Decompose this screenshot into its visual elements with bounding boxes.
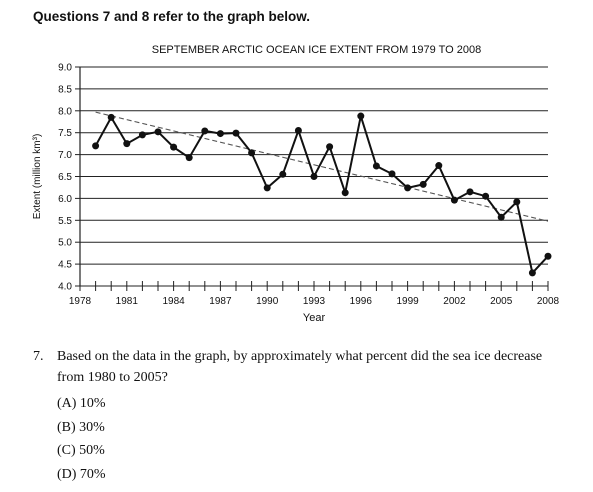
choice-c[interactable]: (C) 50% <box>57 443 105 458</box>
question-number: 7. <box>33 349 44 364</box>
data-point <box>544 252 552 260</box>
choice-a[interactable]: (A) 10% <box>57 396 106 411</box>
data-point <box>138 131 146 139</box>
y-tick-label: 6.0 <box>58 194 72 205</box>
series-line <box>94 115 549 275</box>
question-7: 7. Based on the data in the graph, by ap… <box>33 346 563 388</box>
chart-title: SEPTEMBER ARCTIC OCEAN ICE EXTENT FROM 1… <box>151 44 482 56</box>
data-point <box>326 143 334 151</box>
y-tick-label: 7.5 <box>58 128 72 139</box>
y-axis-label: Extent (million km³) <box>32 134 43 220</box>
y-tick-label: 5.5 <box>58 216 72 227</box>
x-axis-label: Year <box>303 312 326 324</box>
question-text: Based on the data in the graph, by appro… <box>57 349 543 385</box>
x-tick-label: 1993 <box>303 296 326 307</box>
data-point <box>528 269 536 277</box>
x-tick-label: 1981 <box>116 296 139 307</box>
data-point <box>482 192 490 200</box>
x-tick-label: 1999 <box>396 296 419 307</box>
line-chart: 4.0 4.5 5.0 5.5 6.0 6.5 7.0 7.5 8.0 8.5 9.0 1978 198… <box>32 63 560 325</box>
data-series-layer <box>92 112 552 277</box>
data-point <box>123 140 131 148</box>
x-tick-label: 2005 <box>490 296 513 307</box>
data-point <box>294 127 302 135</box>
x-tick-label: 2002 <box>443 296 466 307</box>
data-point <box>201 127 209 135</box>
trend-line-layer <box>95 111 549 222</box>
trend-line <box>95 111 549 222</box>
data-point <box>466 188 474 196</box>
y-tick-label: 4.5 <box>58 260 72 271</box>
x-tick-label: 1996 <box>350 296 373 307</box>
data-point <box>450 196 458 204</box>
axes: 4.0 4.5 5.0 5.5 6.0 6.5 7.0 7.5 8.0 8.5 9.0 1978 198… <box>58 63 559 308</box>
answer-choices: (A) 10% (B) 30% (C) 50% (D) 70% <box>57 392 106 486</box>
y-tick-label: 5.0 <box>58 238 72 249</box>
data-point <box>435 162 443 170</box>
x-tick-label: 2008 <box>537 296 560 307</box>
data-point <box>154 128 162 136</box>
questions-heading: Questions 7 and 8 refer to the graph bel… <box>33 9 311 24</box>
data-point <box>372 162 380 170</box>
data-point <box>404 184 412 192</box>
y-tick-label: 4.0 <box>58 282 72 293</box>
data-point <box>232 129 240 137</box>
data-point <box>357 112 365 120</box>
choice-d[interactable]: (D) 70% <box>57 466 106 482</box>
x-tick-label: 1984 <box>162 296 185 307</box>
y-tick-label: 9.0 <box>58 63 72 74</box>
y-tick-label: 8.5 <box>58 84 72 95</box>
data-point <box>216 130 224 138</box>
data-point <box>185 154 193 162</box>
data-point <box>419 180 427 188</box>
data-point <box>170 143 178 151</box>
data-point <box>279 170 287 178</box>
gridlines <box>80 66 548 287</box>
x-tick-label: 1978 <box>69 296 92 307</box>
data-point <box>513 198 521 206</box>
data-point <box>388 170 396 178</box>
y-tick-label: 8.0 <box>58 106 72 117</box>
data-point <box>107 113 115 121</box>
data-point <box>263 184 271 192</box>
data-point <box>92 142 100 150</box>
choice-b[interactable]: (B) 30% <box>57 419 105 435</box>
data-point <box>497 213 505 221</box>
data-point <box>248 149 256 157</box>
y-tick-label: 6.5 <box>58 172 72 183</box>
data-point <box>341 189 349 197</box>
data-point <box>310 173 318 180</box>
x-tick-label: 1990 <box>256 296 279 307</box>
x-tick-label: 1987 <box>209 296 232 307</box>
y-tick-label: 7.0 <box>58 150 72 161</box>
